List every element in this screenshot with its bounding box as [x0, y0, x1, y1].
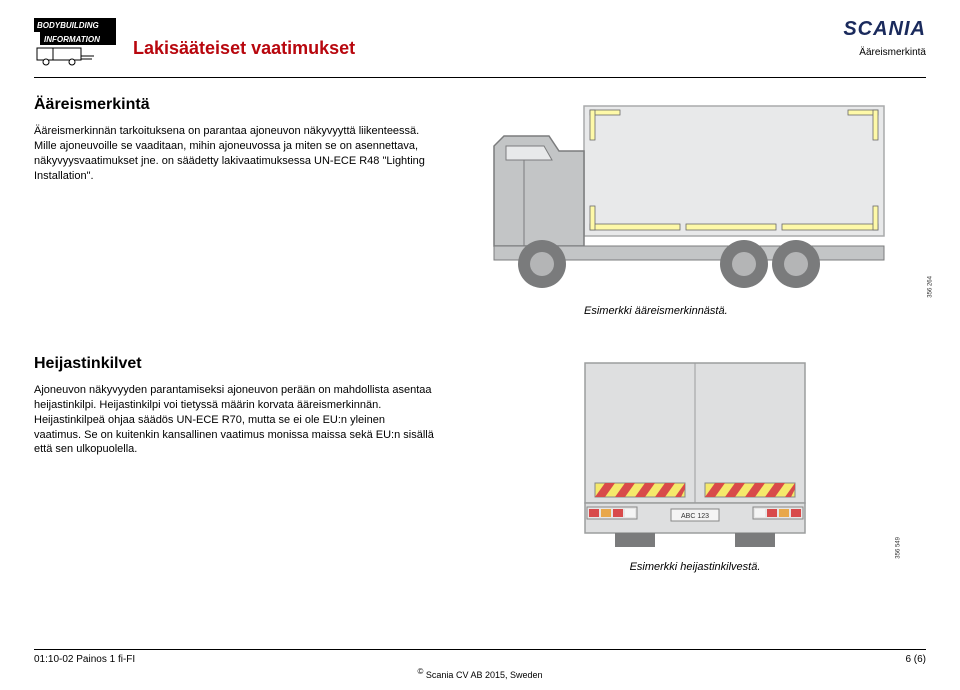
header-left: BODYBUILDING INFORMATION Lakisääteiset v… — [34, 18, 355, 71]
section2-figure: ABC 123 — [464, 355, 926, 573]
license-plate-text: ABC 123 — [681, 513, 709, 520]
footer-row: 01:10-02 Painos 1 fi-FI 6 (6) — [34, 654, 926, 665]
footer-rule — [34, 649, 926, 650]
page: BODYBUILDING INFORMATION Lakisääteiset v… — [0, 0, 960, 690]
truck-rear-icon: ABC 123 — [565, 355, 825, 555]
section-reflector-plates: Heijastinkilvet Ajoneuvon näkyvyyden par… — [34, 355, 926, 573]
badge-bottom-text: INFORMATION — [44, 35, 100, 44]
bodybuilding-info-icon: BODYBUILDING INFORMATION — [34, 18, 119, 68]
info-badge: BODYBUILDING INFORMATION — [34, 18, 119, 71]
brand-block: SCANIA Ääreismerkintä — [843, 18, 926, 58]
badge-top-text: BODYBUILDING — [37, 21, 99, 30]
section1-figure: 356 264 Esimerkki ääreismerkinnästä. — [464, 96, 926, 317]
fig2-number: 356 549 — [896, 537, 902, 559]
fig2-caption: Esimerkki heijastinkilvestä. — [630, 561, 761, 573]
section-contour-marking: Ääreismerkintä Ääreismerkinnän tarkoituk… — [34, 96, 926, 317]
section2-text: Heijastinkilvet Ajoneuvon näkyvyyden par… — [34, 355, 434, 573]
copyright-symbol: © — [418, 667, 424, 676]
section1-text: Ääreismerkintä Ääreismerkinnän tarkoituk… — [34, 96, 434, 317]
section1-heading: Ääreismerkintä — [34, 96, 434, 114]
page-number: 6 (6) — [905, 654, 926, 665]
header-rule — [34, 77, 926, 78]
truck-side-icon — [464, 96, 894, 296]
brand-subtitle: Ääreismerkintä — [843, 47, 926, 58]
page-header: BODYBUILDING INFORMATION Lakisääteiset v… — [34, 18, 926, 71]
section2-heading: Heijastinkilvet — [34, 355, 434, 373]
page-title: Lakisääteiset vaatimukset — [133, 38, 355, 59]
fig1-caption: Esimerkki ääreismerkinnästä. — [584, 305, 926, 317]
fig1-number: 356 264 — [928, 276, 934, 298]
copyright-text: Scania CV AB 2015, Sweden — [426, 670, 543, 680]
section2-body: Ajoneuvon näkyvyyden parantamiseksi ajon… — [34, 383, 434, 457]
section1-body: Ääreismerkinnän tarkoituksena on paranta… — [34, 124, 434, 183]
doc-id: 01:10-02 Painos 1 fi-FI — [34, 654, 135, 665]
page-footer: 01:10-02 Painos 1 fi-FI 6 (6) © Scania C… — [34, 649, 926, 680]
scania-logo: SCANIA — [843, 18, 926, 41]
copyright: © Scania CV AB 2015, Sweden — [34, 667, 926, 680]
